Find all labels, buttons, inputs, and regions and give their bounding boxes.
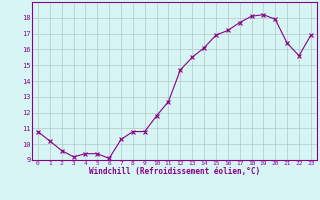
X-axis label: Windchill (Refroidissement éolien,°C): Windchill (Refroidissement éolien,°C)	[89, 167, 260, 176]
